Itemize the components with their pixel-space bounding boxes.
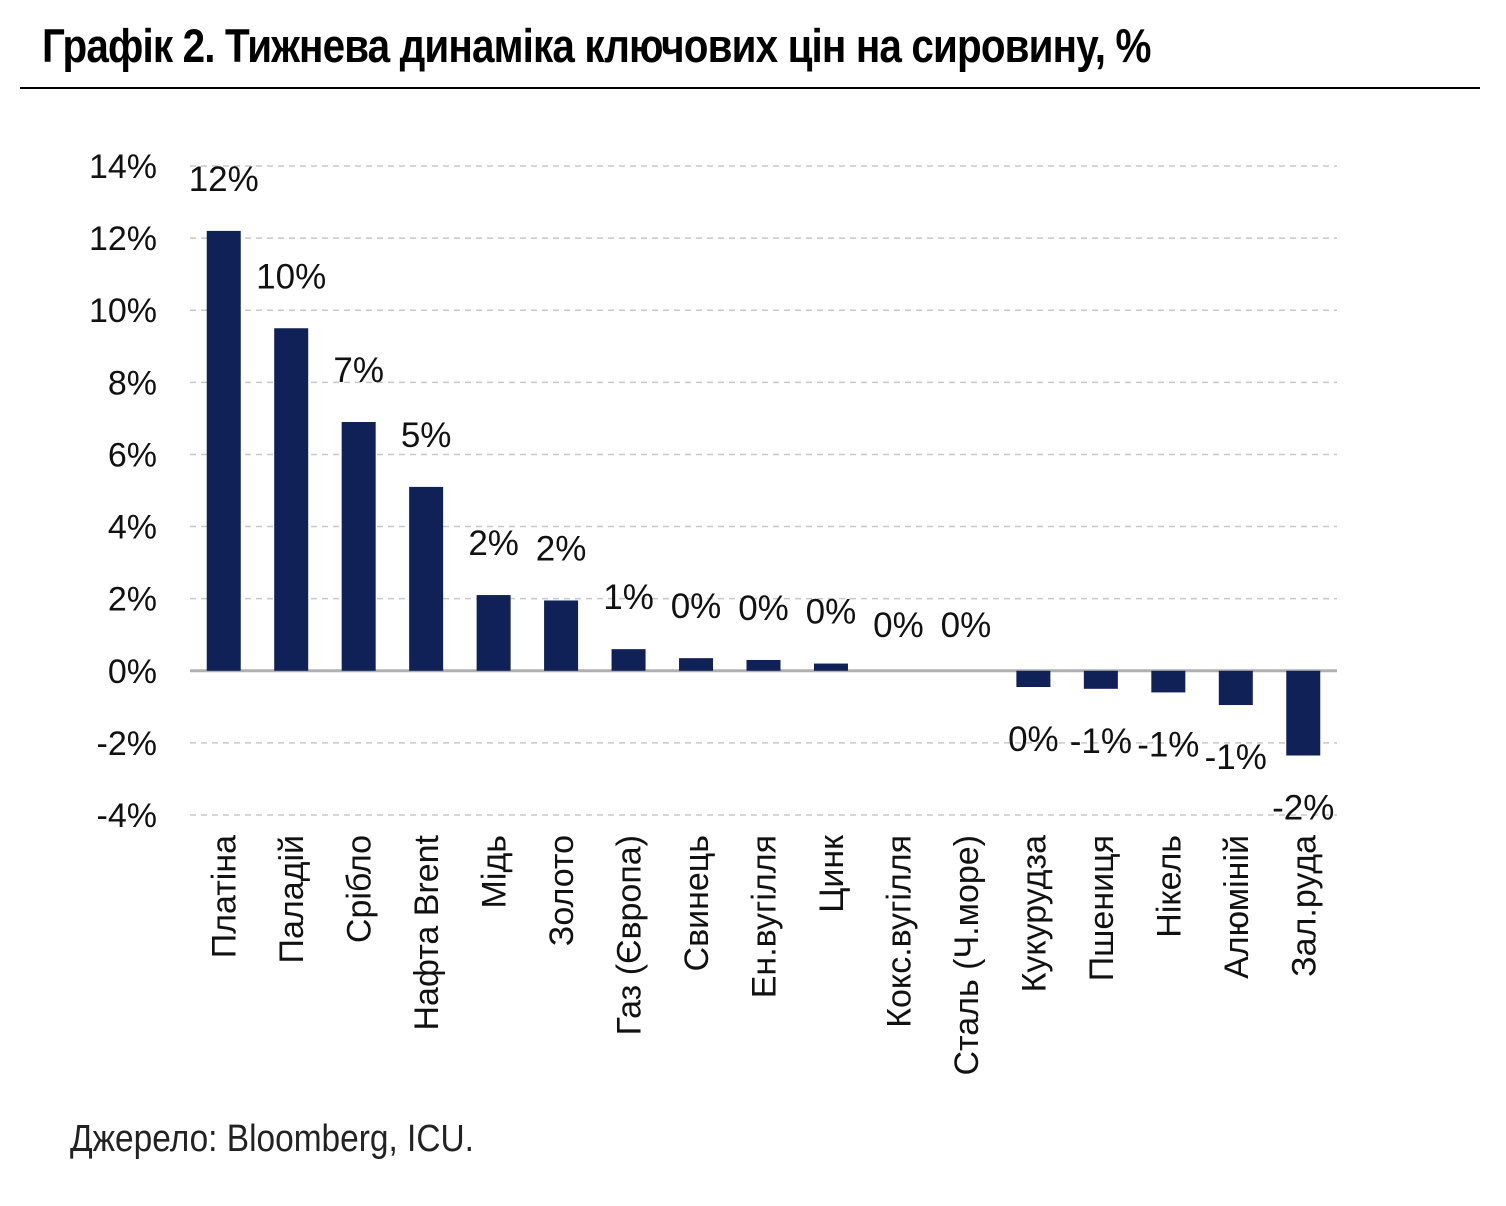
bar <box>274 328 309 671</box>
category-label: Зал.руда <box>1285 835 1323 977</box>
bar <box>1286 670 1321 756</box>
data-label: -1% <box>1205 738 1267 777</box>
bar <box>813 663 848 671</box>
category-label: Алюміній <box>1218 835 1256 979</box>
y-tick-label: -2% <box>97 725 157 763</box>
category-label: Нафта Brent <box>408 834 446 1030</box>
data-label: 2% <box>468 524 519 563</box>
bar <box>1218 670 1253 706</box>
category-label: Газ (Європа) <box>611 835 649 1035</box>
data-label: 12% <box>189 160 259 199</box>
data-label: 1% <box>603 578 654 617</box>
bar <box>1083 670 1118 689</box>
bar <box>341 421 376 671</box>
category-label: Срібло <box>341 835 379 943</box>
y-tick-label: 10% <box>89 292 157 330</box>
y-tick-label: 6% <box>108 436 157 474</box>
data-label: 0% <box>738 589 789 628</box>
y-tick-label: 0% <box>108 653 157 691</box>
data-label: 0% <box>806 593 857 632</box>
y-tick-label: 2% <box>108 581 157 619</box>
category-label: Сталь (Ч.море) <box>948 835 986 1076</box>
bar <box>679 658 714 671</box>
data-label: -1% <box>1137 725 1199 764</box>
bar <box>1016 670 1051 688</box>
data-label: 7% <box>333 351 384 390</box>
y-axis-ticks: 14% 12% 10% 8% 6% 4% 2% 0% -2% -4% <box>89 148 157 835</box>
data-label: 10% <box>256 257 326 296</box>
data-label: -1% <box>1070 722 1132 761</box>
data-label: 0% <box>941 606 992 645</box>
x-axis-categories: Платіна Паладій Срібло Нафта Brent Мідь Золот… <box>206 834 1324 1076</box>
data-label: 5% <box>401 416 452 455</box>
data-label: 0% <box>671 587 722 626</box>
bar <box>409 486 444 671</box>
y-tick-label: 8% <box>108 364 157 402</box>
category-label: Ен.вугілля <box>746 835 784 998</box>
category-label: Паладій <box>273 835 311 963</box>
bar <box>746 659 781 671</box>
category-label: Цинк <box>813 834 851 913</box>
category-label: Пшениця <box>1083 835 1121 981</box>
category-label: Золото <box>543 835 581 946</box>
bar <box>206 230 241 671</box>
data-label: 2% <box>536 529 587 568</box>
y-tick-label: 12% <box>89 220 157 258</box>
bar <box>544 600 579 671</box>
bar <box>1151 670 1186 693</box>
y-tick-label: 4% <box>108 509 157 547</box>
y-tick-label: 14% <box>89 148 157 186</box>
chart-title: Графік 2. Тижнева динаміка ключових цін … <box>42 19 1151 72</box>
category-label: Мідь <box>476 835 514 908</box>
data-label: -2% <box>1272 789 1334 828</box>
y-tick-label: -4% <box>97 797 157 835</box>
data-label: 0% <box>1008 720 1059 759</box>
category-label: Свинець <box>678 835 716 971</box>
bars <box>206 230 1321 756</box>
source-note: Джерело: Bloomberg, ICU. <box>70 1118 474 1160</box>
category-label: Платіна <box>206 835 244 958</box>
data-label: 0% <box>873 606 924 645</box>
bar <box>476 595 511 671</box>
title-divider <box>20 87 1480 89</box>
category-label: Кокс.вугілля <box>880 835 918 1028</box>
category-label: Нікель <box>1150 835 1188 938</box>
bar <box>611 649 646 671</box>
category-label: Кукурудза <box>1015 835 1053 993</box>
data-labels: 12%10%7%5%2% 2%1% 0% 0% 0% 0% 0%0% -1% -1% -1%-2% <box>189 160 1335 828</box>
